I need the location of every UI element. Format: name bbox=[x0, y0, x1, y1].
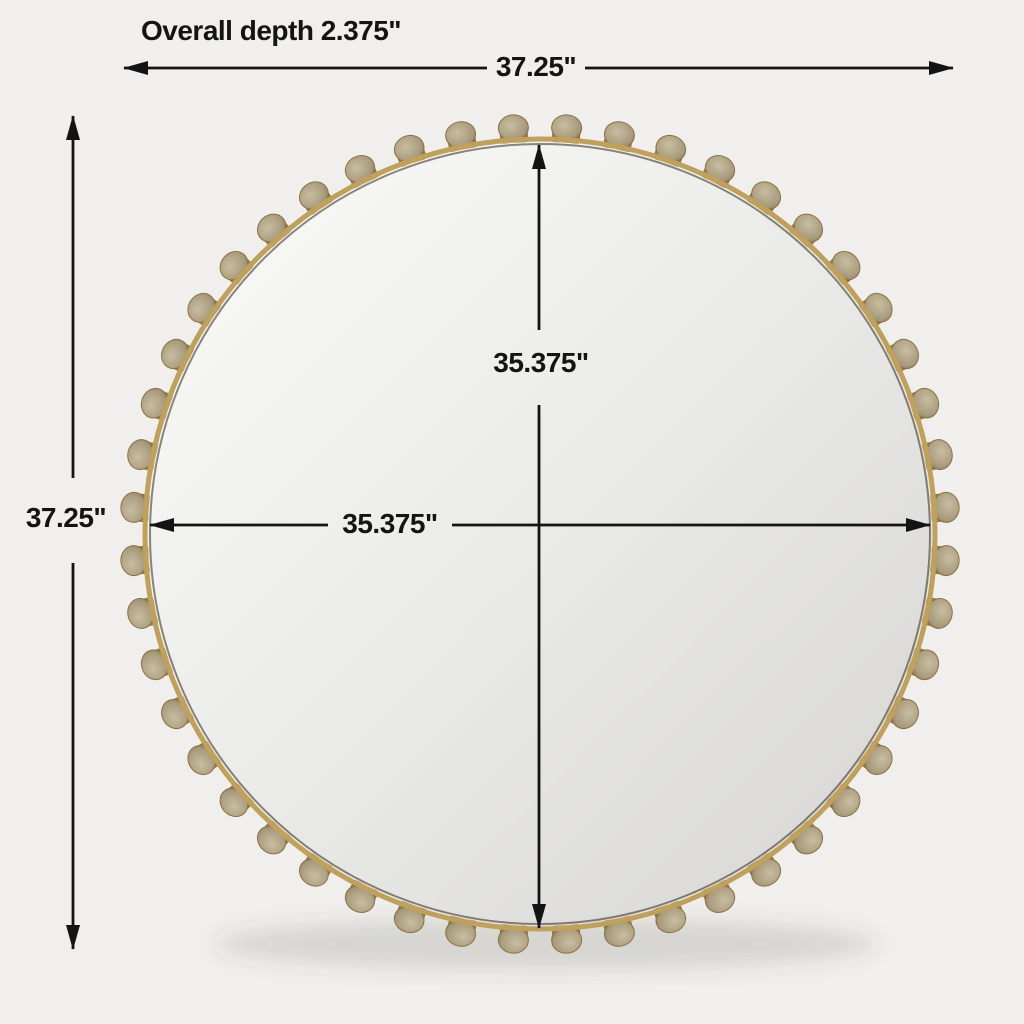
dimension-label-inner-width: 35.375" bbox=[342, 508, 438, 539]
overall-depth-label: Overall depth 2.375" bbox=[141, 15, 402, 46]
dimension-lines bbox=[66, 61, 954, 950]
mirror-rim bbox=[142, 136, 938, 932]
mirror-shadow bbox=[216, 918, 876, 970]
dimension-label-inner-height: 35.375" bbox=[493, 347, 589, 378]
dimension-label-left-height: 37.25" bbox=[25, 502, 107, 533]
dimension-label-top-width: 37.25" bbox=[495, 51, 577, 82]
